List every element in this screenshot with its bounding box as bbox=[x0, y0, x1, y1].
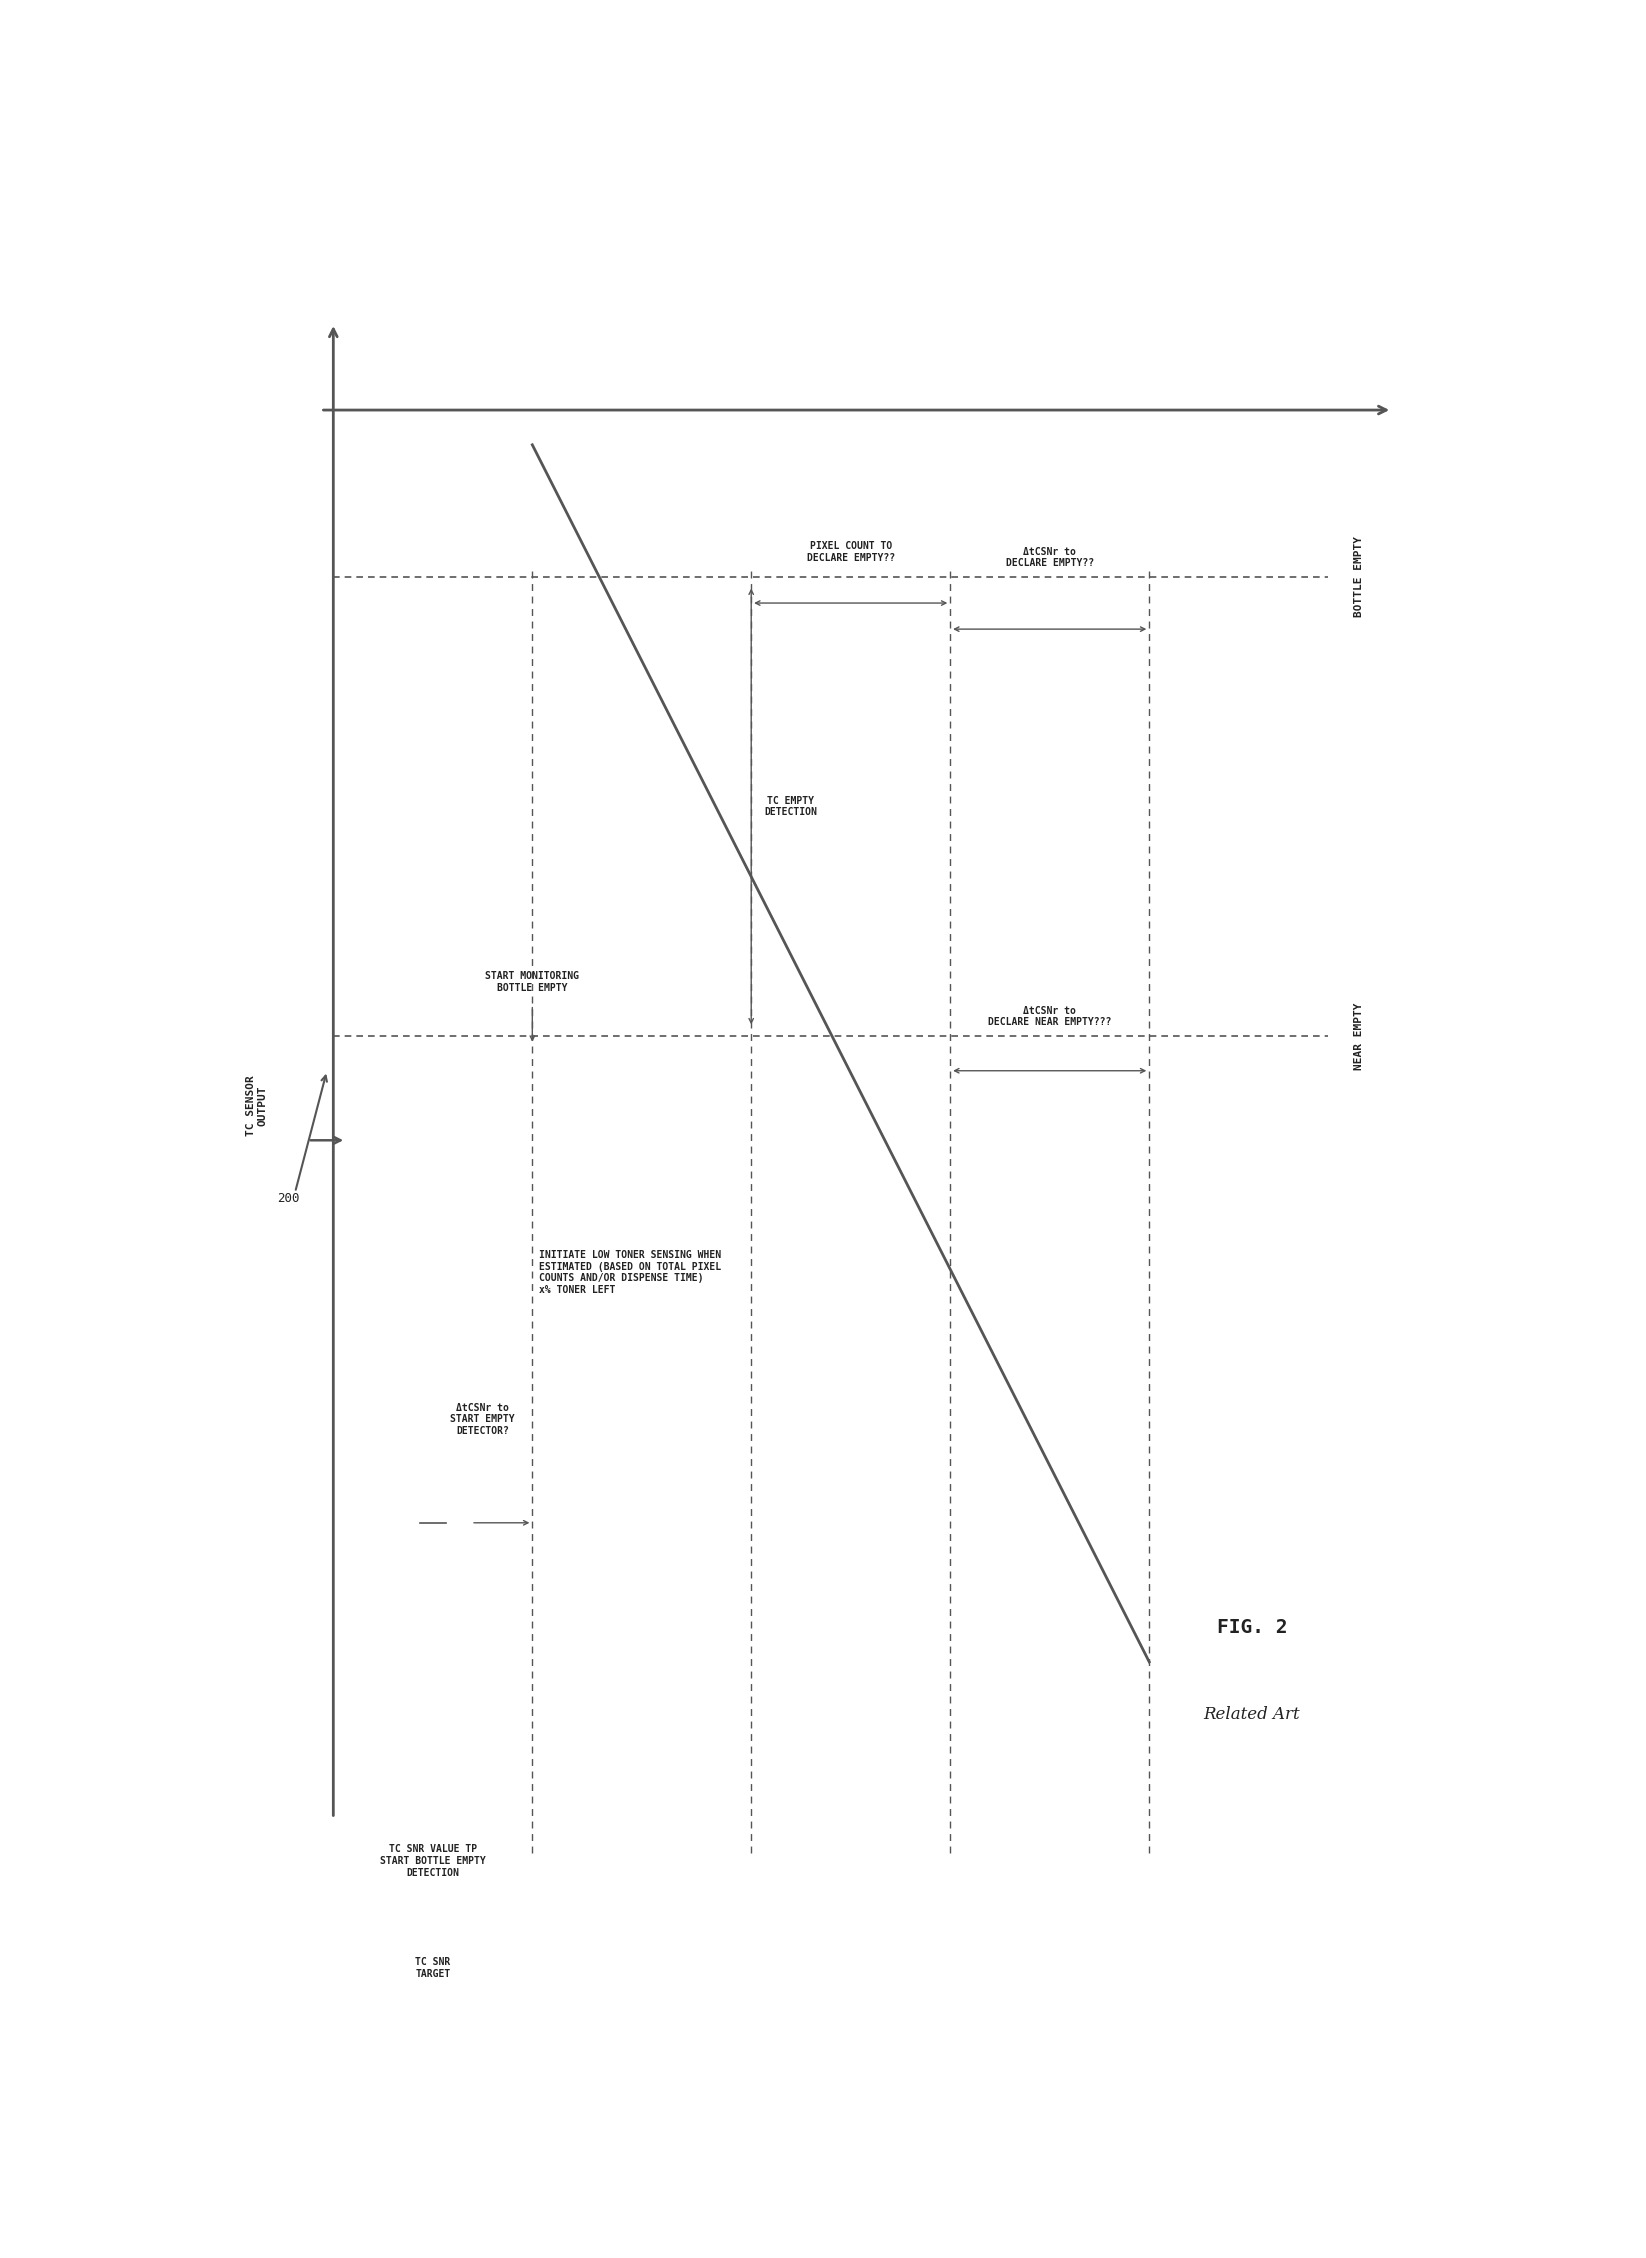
Text: TC EMPTY
DETECTION: TC EMPTY DETECTION bbox=[764, 795, 816, 817]
Text: 200: 200 bbox=[278, 1192, 300, 1206]
Text: INITIATE LOW TONER SENSING WHEN
ESTIMATED (BASED ON TOTAL PIXEL
COUNTS AND/OR DI: INITIATE LOW TONER SENSING WHEN ESTIMATE… bbox=[538, 1251, 721, 1294]
Text: BOTTLE EMPTY: BOTTLE EMPTY bbox=[1353, 537, 1365, 616]
Text: ΔtCSNr to
START EMPTY
DETECTOR?: ΔtCSNr to START EMPTY DETECTOR? bbox=[451, 1402, 515, 1436]
Text: FIG. 2: FIG. 2 bbox=[1216, 1617, 1287, 1637]
Text: ΔtCSNr to
DECLARE EMPTY??: ΔtCSNr to DECLARE EMPTY?? bbox=[1006, 546, 1095, 569]
Text: TC SNR
TARGET: TC SNR TARGET bbox=[415, 1958, 451, 1978]
Text: ΔtCSNr to
DECLARE NEAR EMPTY???: ΔtCSNr to DECLARE NEAR EMPTY??? bbox=[988, 1005, 1111, 1027]
Text: START MONITORING
BOTTLE EMPTY: START MONITORING BOTTLE EMPTY bbox=[486, 971, 579, 994]
Text: Related Art: Related Art bbox=[1203, 1705, 1300, 1723]
Text: TC SENSOR
OUTPUT: TC SENSOR OUTPUT bbox=[245, 1075, 268, 1136]
Text: NEAR EMPTY: NEAR EMPTY bbox=[1353, 1003, 1365, 1070]
Text: PIXEL COUNT TO
DECLARE EMPTY??: PIXEL COUNT TO DECLARE EMPTY?? bbox=[807, 542, 895, 562]
Text: TC SNR VALUE TP
START BOTTLE EMPTY
DETECTION: TC SNR VALUE TP START BOTTLE EMPTY DETEC… bbox=[380, 1845, 486, 1879]
